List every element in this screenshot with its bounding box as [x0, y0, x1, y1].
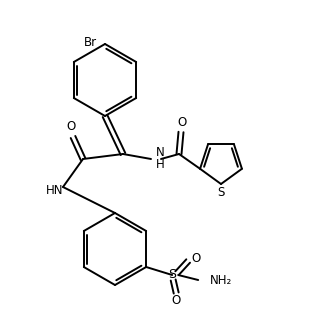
Text: Br: Br	[84, 36, 97, 49]
Text: O: O	[171, 294, 181, 308]
Text: N: N	[156, 147, 165, 160]
Text: HN: HN	[46, 183, 64, 197]
Text: O: O	[191, 252, 201, 266]
Text: O: O	[177, 115, 187, 128]
Text: O: O	[66, 121, 75, 134]
Text: S: S	[217, 185, 225, 198]
Text: NH₂: NH₂	[210, 273, 232, 287]
Text: S: S	[168, 268, 176, 281]
Text: H: H	[156, 158, 165, 171]
